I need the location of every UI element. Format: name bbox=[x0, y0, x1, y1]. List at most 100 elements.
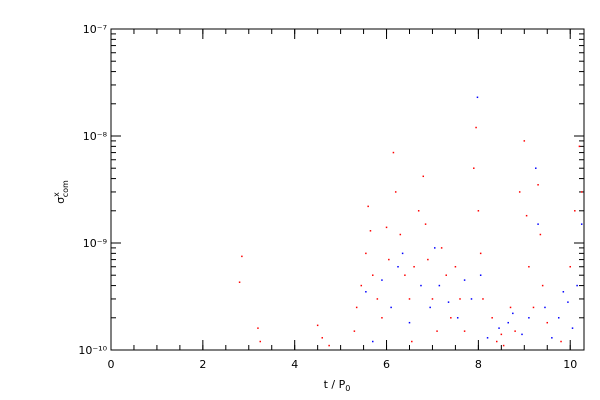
point bbox=[551, 337, 553, 339]
y-tick-label: 10⁻¹⁰ bbox=[78, 344, 107, 357]
point bbox=[463, 279, 466, 281]
point bbox=[372, 340, 374, 343]
point bbox=[491, 317, 493, 319]
point bbox=[397, 265, 399, 268]
point bbox=[367, 205, 369, 208]
point bbox=[454, 265, 457, 268]
x-tick-label: 8 bbox=[475, 358, 482, 371]
y-label-symbol: σ bbox=[54, 197, 67, 204]
point bbox=[532, 306, 535, 309]
point bbox=[431, 298, 434, 300]
point bbox=[557, 317, 560, 319]
point bbox=[571, 327, 574, 329]
point bbox=[486, 337, 489, 339]
y-label-sub: com bbox=[61, 180, 70, 197]
x-tick-label: 6 bbox=[383, 358, 390, 371]
y-axis-label: σxcom bbox=[52, 180, 70, 204]
point bbox=[567, 301, 569, 303]
point bbox=[408, 298, 411, 300]
y-tick-label: 10⁻⁷ bbox=[83, 23, 107, 36]
point bbox=[535, 167, 537, 169]
point bbox=[422, 175, 425, 178]
point bbox=[523, 140, 526, 142]
x-tick-label: 10 bbox=[563, 358, 577, 371]
point bbox=[385, 226, 388, 229]
point bbox=[445, 274, 447, 276]
point bbox=[420, 284, 422, 287]
point bbox=[411, 340, 413, 343]
point bbox=[560, 340, 562, 343]
point bbox=[369, 230, 372, 232]
point bbox=[413, 265, 415, 268]
point bbox=[355, 306, 358, 309]
point bbox=[401, 252, 404, 255]
point bbox=[376, 298, 379, 300]
point bbox=[539, 233, 542, 236]
x-tick-label: 0 bbox=[108, 358, 115, 371]
x-label-text: t / P bbox=[324, 378, 346, 391]
point bbox=[360, 284, 363, 287]
point bbox=[521, 333, 523, 336]
y-label-sup: x bbox=[52, 192, 61, 197]
point bbox=[436, 330, 438, 332]
point bbox=[580, 191, 583, 193]
point bbox=[238, 281, 241, 283]
x-label-sub: 0 bbox=[345, 384, 350, 393]
point bbox=[434, 247, 436, 249]
point bbox=[580, 223, 583, 225]
point bbox=[525, 214, 528, 217]
point bbox=[495, 340, 498, 343]
point bbox=[459, 298, 461, 300]
point bbox=[537, 184, 539, 186]
point bbox=[507, 321, 509, 324]
point bbox=[440, 247, 443, 249]
point bbox=[544, 306, 546, 309]
point bbox=[479, 252, 482, 255]
point bbox=[424, 223, 427, 225]
x-tick-label: 2 bbox=[199, 358, 206, 371]
point bbox=[537, 223, 539, 225]
point bbox=[241, 255, 243, 258]
point bbox=[569, 265, 571, 268]
x-tick-label: 4 bbox=[291, 358, 298, 371]
point bbox=[316, 324, 319, 327]
point bbox=[372, 274, 374, 276]
point bbox=[514, 330, 516, 332]
point bbox=[479, 274, 482, 276]
point bbox=[390, 306, 392, 309]
point bbox=[502, 344, 505, 347]
point bbox=[438, 284, 441, 287]
y-tick-label: 10⁻⁹ bbox=[83, 237, 107, 250]
point bbox=[541, 284, 544, 287]
point bbox=[353, 330, 356, 332]
point bbox=[546, 321, 549, 324]
point bbox=[328, 344, 330, 347]
point bbox=[470, 298, 473, 300]
point bbox=[482, 298, 484, 300]
point bbox=[463, 330, 466, 332]
point bbox=[473, 167, 475, 169]
point bbox=[259, 340, 261, 343]
point bbox=[427, 258, 429, 261]
point bbox=[528, 265, 530, 268]
point bbox=[257, 327, 259, 329]
point bbox=[509, 306, 512, 309]
point bbox=[578, 145, 581, 148]
point bbox=[512, 312, 514, 315]
point bbox=[381, 317, 383, 319]
point bbox=[500, 333, 503, 336]
point bbox=[321, 337, 323, 339]
point bbox=[528, 317, 530, 319]
point bbox=[399, 233, 402, 236]
point bbox=[476, 96, 479, 99]
point bbox=[477, 210, 480, 212]
x-axis-label: t / P0 bbox=[324, 378, 351, 393]
point bbox=[392, 151, 395, 154]
point bbox=[576, 284, 578, 287]
point bbox=[429, 306, 431, 309]
point bbox=[574, 210, 576, 212]
point bbox=[404, 274, 406, 276]
point bbox=[450, 317, 452, 319]
point bbox=[394, 191, 397, 193]
